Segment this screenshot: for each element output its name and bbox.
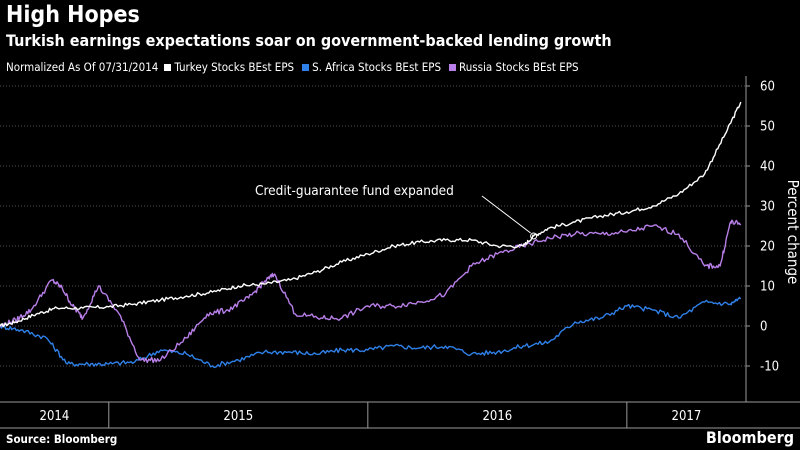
y-tick-label: 60 [760,80,775,95]
annotation-label: Credit-guarantee fund expanded [255,183,454,199]
legend-swatch-russia [449,63,457,71]
x-tick-label: 2016 [482,409,512,424]
series-line-russia [0,219,742,364]
legend-label-south-africa: S. Africa Stocks BEst EPS [312,60,442,74]
y-tick-label: 40 [760,160,775,175]
y-tick-label: 20 [760,240,775,255]
legend: Normalized As Of 07/31/2014 Turkey Stock… [6,60,579,74]
y-tick-label: 30 [760,200,775,215]
series-line-turkey [0,101,742,328]
y-tick-label: -10 [760,360,779,375]
series-line-south-africa [0,296,742,369]
x-tick-label: 2014 [40,409,70,424]
brand-logo-text: Bloomberg [705,428,794,447]
source-note: Source: Bloomberg [6,432,118,446]
legend-swatch-turkey [164,63,172,71]
legend-normalization-note: Normalized As Of 07/31/2014 [6,60,159,74]
y-tick-label: 50 [760,120,775,135]
x-tick-label: 2015 [223,409,253,424]
legend-label-russia: Russia Stocks BEst EPS [459,60,579,74]
legend-label-turkey: Turkey Stocks BEst EPS [174,60,295,74]
chart-subtitle: Turkish earnings expectations soar on go… [6,31,612,50]
annotation-marker [530,232,538,240]
x-tick-label: 2017 [672,409,702,424]
y-axis-title: Percent change [784,180,800,285]
y-tick-label: 0 [760,320,767,335]
y-tick-label: 10 [760,280,775,295]
annotation-leader-line [481,195,531,234]
chart-title: High Hopes [6,2,140,28]
legend-swatch-south-africa [302,63,310,71]
